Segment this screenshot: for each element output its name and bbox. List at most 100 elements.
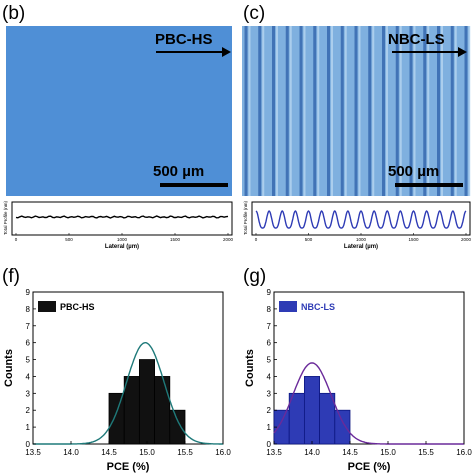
- stripe: [450, 26, 454, 196]
- y-tick-label: 6: [26, 339, 31, 348]
- profile-tick-label: 500: [305, 237, 313, 242]
- x-tick-label: 16.0: [215, 448, 231, 457]
- panel-g-legend: NBC-LS: [279, 301, 335, 312]
- stripe: [313, 26, 317, 196]
- panel-f-ylabel: Counts: [3, 349, 15, 387]
- y-tick-label: 3: [26, 389, 31, 398]
- stripe: [272, 26, 275, 196]
- panel-c-profile-ylabel: Total Profile (nm): [243, 200, 248, 235]
- micrograph-stripes: [244, 26, 471, 196]
- y-tick-label: 0: [267, 440, 272, 449]
- histogram-bar: [138, 359, 155, 445]
- y-tick-label: 7: [26, 322, 31, 331]
- x-tick-label: 16.0: [456, 448, 472, 457]
- stripe-highlight: [386, 26, 388, 196]
- panel-c: (c) NBC-LS 500 µm Total Profile (nm) 0 50…: [242, 3, 472, 250]
- panel-b: (b) PBC-HS 500 µm Total Profile (nm) 0 50…: [2, 3, 234, 250]
- panel-b-profile-ylabel: Total Profile (nm): [3, 200, 8, 235]
- stripe: [327, 26, 330, 196]
- histogram-bar: [123, 376, 140, 445]
- panel-c-profile-xlabel: Lateral (µm): [344, 244, 378, 250]
- stripe-highlight: [441, 26, 443, 196]
- x-tick-label: 14.5: [101, 448, 117, 457]
- panel-g-ylabel: Counts: [244, 349, 256, 387]
- x-tick-label: 15.0: [139, 448, 155, 457]
- panel-f-legend-label: PBC-HS: [60, 302, 95, 312]
- panel-b-profile-ticks: 0 500 1000 1500 2000: [15, 233, 234, 242]
- panel-g-bars: [273, 376, 351, 445]
- stripe-highlight: [468, 26, 471, 196]
- panel-f-y-ticks: 0 1 2 3 4 5 6 7 8 9: [26, 288, 36, 449]
- x-tick-label: 15.5: [177, 448, 193, 457]
- profile-tick-label: 1000: [356, 237, 367, 242]
- histogram-bar: [288, 392, 305, 445]
- panel-f-x-ticks: 13.5 14.0 14.5 15.0 15.5 16.0: [25, 441, 231, 457]
- y-tick-label: 5: [267, 356, 272, 365]
- profile-tick-label: 1500: [170, 237, 181, 242]
- stripe: [258, 26, 262, 196]
- histogram-bar: [154, 376, 171, 445]
- stripe-highlight: [289, 26, 292, 196]
- stripe-highlight: [331, 26, 333, 196]
- histogram-bar: [108, 392, 125, 445]
- x-tick-label: 14.0: [63, 448, 79, 457]
- stripe: [354, 26, 358, 196]
- panel-f-bars: [108, 359, 186, 445]
- profile-tick-label: 2000: [461, 237, 472, 242]
- y-tick-label: 8: [267, 305, 272, 314]
- histogram-bar: [319, 392, 336, 445]
- panel-g-legend-swatch: [279, 301, 297, 312]
- y-tick-label: 4: [26, 372, 31, 381]
- panel-g-letter: (g): [243, 266, 266, 287]
- profile-tick-label: 500: [65, 237, 73, 242]
- profile-tick-label: 2000: [223, 237, 234, 242]
- panel-f-gaussian-fit: [33, 342, 223, 445]
- arrow-right-icon: [156, 47, 231, 57]
- histogram-bar: [334, 409, 351, 445]
- panel-c-letter: (c): [243, 3, 265, 24]
- stripe: [423, 26, 427, 196]
- stripe: [382, 26, 385, 196]
- panel-c-scalebar-label: 500 µm: [388, 163, 439, 180]
- panel-b-profile-xlabel: Lateral (µm): [105, 244, 139, 250]
- profile-tick-label: 0: [255, 237, 258, 242]
- y-tick-label: 7: [267, 322, 272, 331]
- panel-c-scalebar: [395, 183, 463, 187]
- histogram-bar: [169, 409, 186, 445]
- y-tick-label: 2: [26, 406, 31, 415]
- panel-c-profile-ticks: 0 500 1000 1500 2000: [255, 233, 472, 242]
- stripe-highlight: [399, 26, 402, 196]
- panel-g-gaussian-fit: [273, 362, 464, 445]
- panel-c-profile-line: [255, 210, 467, 229]
- profile-tick-label: 1500: [408, 237, 419, 242]
- y-tick-label: 6: [267, 339, 272, 348]
- y-tick-label: 1: [267, 423, 272, 432]
- y-tick-label: 3: [267, 389, 272, 398]
- panel-g-y-ticks: 0 1 2 3 4 5 6 7 8 9: [267, 288, 277, 449]
- stripe-highlight: [454, 26, 457, 196]
- panel-f-letter: (f): [2, 266, 20, 287]
- panel-b-scalebar-label: 500 µm: [153, 163, 204, 180]
- profile-tick-label: 1000: [117, 237, 128, 242]
- stripe-highlight: [248, 26, 251, 196]
- panel-g-plot-frame: [273, 291, 465, 445]
- x-tick-label: 14.0: [304, 448, 320, 457]
- panel-b-letter: (b): [2, 3, 25, 24]
- stripe: [299, 26, 303, 196]
- panel-b-profile-line: [15, 215, 229, 219]
- stripe-highlight: [372, 26, 375, 196]
- panel-f-legend-swatch: [38, 301, 56, 312]
- panel-c-profile-frame: [251, 201, 471, 236]
- y-tick-label: 5: [26, 356, 31, 365]
- panel-g-legend-label: NBC-LS: [301, 302, 335, 312]
- stripe-highlight: [303, 26, 306, 196]
- stripe: [409, 26, 413, 196]
- micrograph-pbc-hs: [6, 26, 232, 196]
- profile-tick-label: 0: [15, 237, 18, 242]
- x-tick-label: 15.5: [418, 448, 434, 457]
- stripe: [395, 26, 399, 196]
- stripe-highlight: [262, 26, 265, 196]
- y-tick-label: 9: [26, 288, 31, 297]
- panel-f-xlabel: PCE (%): [107, 461, 150, 473]
